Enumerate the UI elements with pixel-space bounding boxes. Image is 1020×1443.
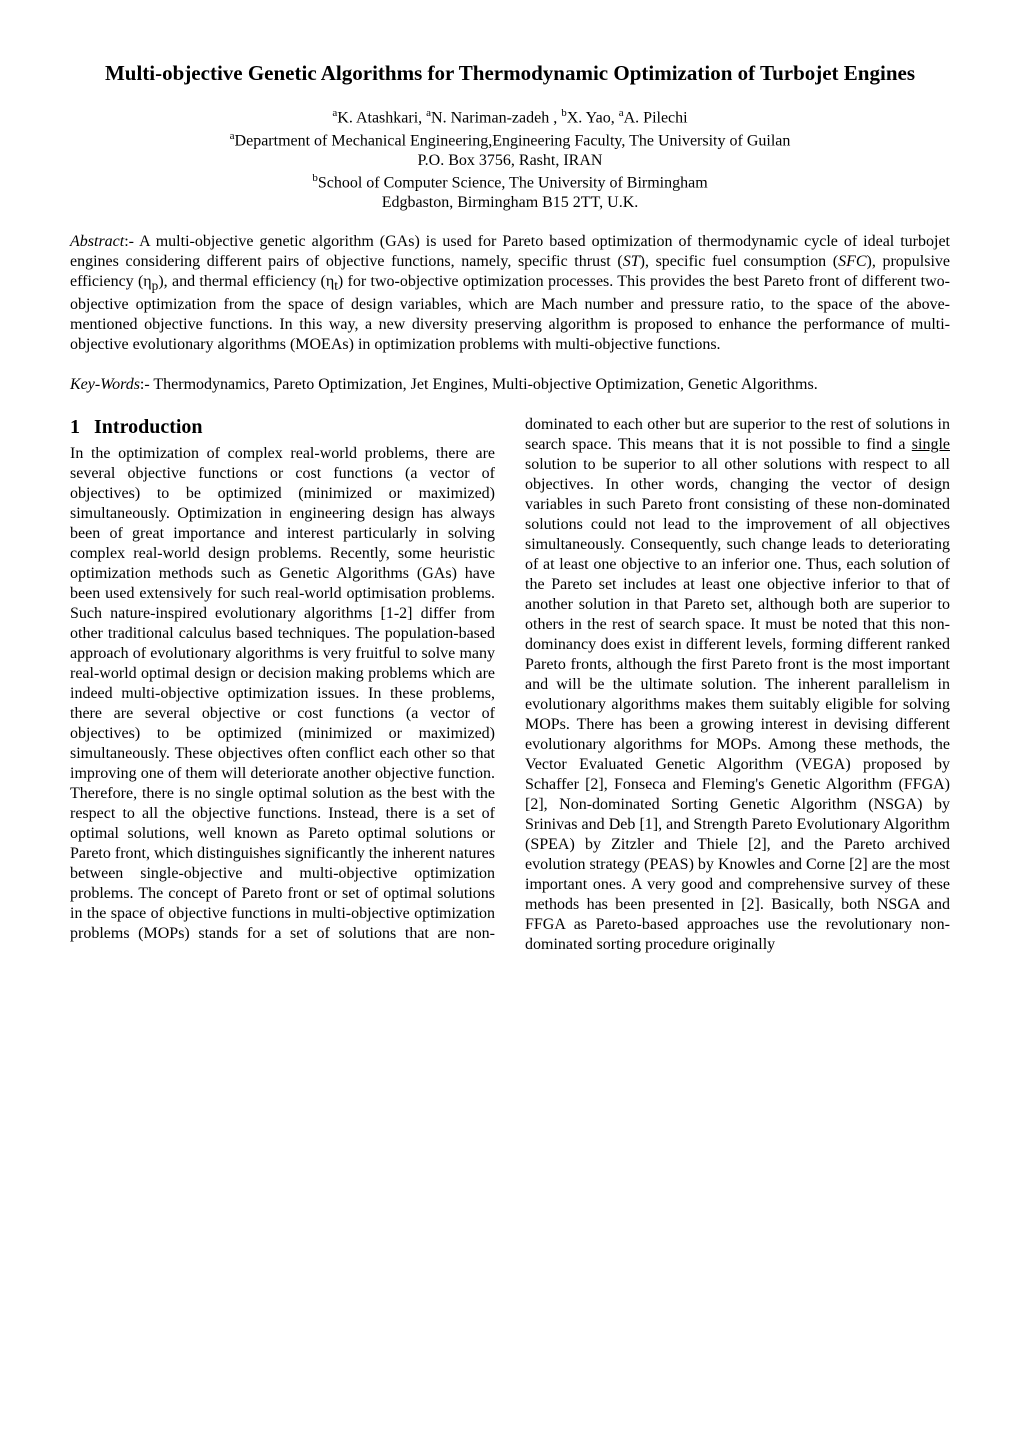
body-columns: 1 Introduction In the optimization of com… [70,415,950,955]
abstract-section: Abstract:- A multi-objective genetic alg… [70,232,950,355]
section-1-number: 1 [70,416,80,438]
section-1-title: Introduction [94,416,203,438]
section-1-body: In the optimization of complex real-worl… [70,415,950,955]
paper-title: Multi-objective Genetic Algorithms for T… [70,60,950,87]
section-1-heading: 1 Introduction [70,415,495,440]
abstract-text: :- A multi-objective genetic algorithm (… [70,233,950,353]
keywords-section: Key-Words:- Thermodynamics, Pareto Optim… [70,375,950,395]
keywords-text: :- Thermodynamics, Pareto Optimization, … [140,376,818,393]
affiliation-3: bSchool of Computer Science, The Univers… [70,172,950,192]
affiliation-2: P.O. Box 3756, Rasht, IRAN [70,152,950,170]
affiliation-4: Edgbaston, Birmingham B15 2TT, U.K. [70,194,950,212]
authors-line: aK. Atashkari, aN. Nariman-zadeh , bX. Y… [70,107,950,127]
keywords-label: Key-Words [70,376,140,393]
affiliation-1: aDepartment of Mechanical Engineering,En… [70,130,950,150]
abstract-label: Abstract [70,233,124,250]
